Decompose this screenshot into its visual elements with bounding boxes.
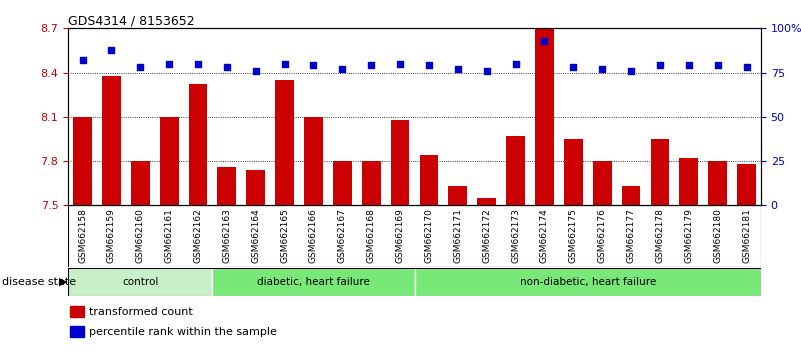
Bar [737, 164, 756, 205]
Bar [362, 161, 380, 205]
Text: GSM662176: GSM662176 [598, 209, 606, 263]
Text: GSM662160: GSM662160 [135, 209, 145, 263]
Bar [247, 170, 265, 205]
Text: GSM662163: GSM662163 [223, 209, 231, 263]
Text: GSM662171: GSM662171 [453, 209, 462, 263]
Text: GSM662179: GSM662179 [684, 209, 694, 263]
Point [307, 63, 320, 68]
Point [76, 57, 89, 63]
Point [596, 66, 609, 72]
Point [423, 63, 436, 68]
Text: GSM662167: GSM662167 [338, 209, 347, 263]
Bar [477, 198, 496, 205]
Bar [564, 139, 582, 205]
Point [711, 63, 724, 68]
Bar [650, 139, 670, 205]
Text: GSM662170: GSM662170 [425, 209, 433, 263]
Bar [708, 161, 727, 205]
Text: GSM662181: GSM662181 [742, 209, 751, 263]
Text: transformed count: transformed count [89, 307, 192, 317]
Point [538, 38, 551, 44]
Bar [391, 120, 409, 205]
Point [567, 64, 580, 70]
Bar [102, 75, 121, 205]
Text: GSM662158: GSM662158 [78, 209, 87, 263]
Point [625, 68, 638, 74]
Text: GSM662172: GSM662172 [482, 209, 491, 263]
Point [134, 64, 147, 70]
Text: control: control [122, 277, 159, 287]
Point [163, 61, 175, 67]
Bar [679, 158, 698, 205]
Text: GSM662166: GSM662166 [309, 209, 318, 263]
Bar [415, 268, 761, 296]
Point [336, 66, 348, 72]
Bar [535, 28, 553, 205]
Bar [304, 117, 323, 205]
Text: GSM662168: GSM662168 [367, 209, 376, 263]
Bar [506, 136, 525, 205]
Text: GSM662174: GSM662174 [540, 209, 549, 263]
Bar [188, 84, 207, 205]
Bar [593, 161, 611, 205]
Point [654, 63, 666, 68]
Point [452, 66, 465, 72]
Text: GSM662178: GSM662178 [655, 209, 664, 263]
Bar [70, 326, 83, 337]
Text: GSM662173: GSM662173 [511, 209, 520, 263]
Text: GSM662177: GSM662177 [626, 209, 635, 263]
Bar [449, 186, 467, 205]
Text: GSM662180: GSM662180 [713, 209, 723, 263]
Point [191, 61, 204, 67]
Point [481, 68, 493, 74]
Bar [73, 117, 92, 205]
Bar [131, 161, 150, 205]
Text: percentile rank within the sample: percentile rank within the sample [89, 327, 277, 337]
Bar [218, 167, 236, 205]
Bar [333, 161, 352, 205]
Point [740, 64, 753, 70]
Point [278, 61, 291, 67]
Text: GSM662162: GSM662162 [194, 209, 203, 263]
Bar [276, 80, 294, 205]
Point [393, 61, 406, 67]
Text: GSM662159: GSM662159 [107, 209, 116, 263]
Point [509, 61, 522, 67]
Point [364, 63, 377, 68]
Point [220, 64, 233, 70]
Text: non-diabetic, heart failure: non-diabetic, heart failure [520, 277, 656, 287]
Point [249, 68, 262, 74]
Bar [212, 268, 415, 296]
Bar [622, 186, 641, 205]
Text: GSM662164: GSM662164 [252, 209, 260, 263]
Text: GSM662161: GSM662161 [165, 209, 174, 263]
Text: diabetic, heart failure: diabetic, heart failure [257, 277, 370, 287]
Text: GSM662175: GSM662175 [569, 209, 578, 263]
Point [682, 63, 695, 68]
Text: ▶: ▶ [58, 277, 67, 287]
Bar [159, 117, 179, 205]
Text: disease state: disease state [2, 277, 76, 287]
Bar [420, 155, 438, 205]
Text: GSM662165: GSM662165 [280, 209, 289, 263]
Text: GDS4314 / 8153652: GDS4314 / 8153652 [68, 14, 195, 27]
Bar [68, 268, 212, 296]
Text: GSM662169: GSM662169 [396, 209, 405, 263]
Point [105, 47, 118, 52]
Bar [70, 307, 83, 317]
